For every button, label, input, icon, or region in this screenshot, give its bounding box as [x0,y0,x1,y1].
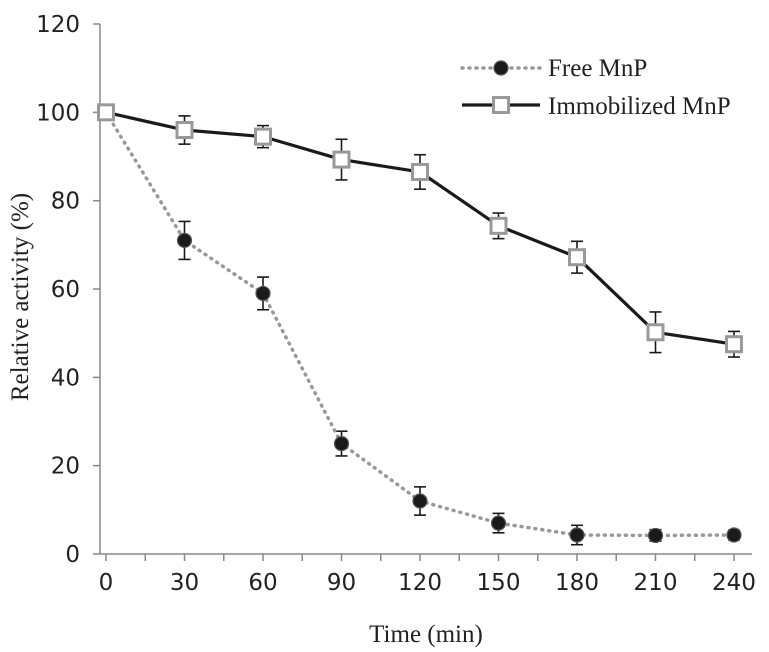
x-ticks: 0 30 60 90 120 150 180 210 240 [99,554,756,596]
x-tick-label: 90 [327,570,356,596]
y-ticks: 0 20 40 60 80 100 120 [36,12,100,568]
x-tick-label: 0 [99,570,114,596]
y-tick-label: 40 [51,365,80,391]
y-tick-label: 120 [36,12,80,38]
series-immobilized-mnp [97,103,743,358]
x-tick-label: 180 [555,570,599,596]
data-point-free-mnp [726,527,742,543]
legend-item-free-mnp: Free MnP [460,55,647,82]
legend-marker-immobilized-mnp [492,96,510,114]
series-free-mnp [98,104,742,546]
data-point-free-mnp [569,527,585,543]
series-line-immobilized-mnp [105,110,735,346]
y-tick-label: 80 [51,189,80,215]
data-point-free-mnp [647,527,664,544]
x-tick-label: 30 [170,570,199,596]
data-point-immobilized-mnp [568,248,586,267]
x-tick-label: 120 [398,570,442,596]
data-point-free-mnp [333,435,350,452]
legend-label-free-mnp: Free MnP [548,55,647,82]
data-point-immobilized-mnp [332,150,351,169]
y-tick-label: 0 [65,542,80,568]
data-point-free-mnp [176,232,193,249]
data-point-immobilized-mnp [725,335,743,354]
y-tick-label: 60 [51,277,80,303]
data-point-free-mnp [255,285,271,302]
x-tick-label: 210 [634,570,678,596]
data-point-free-mnp [412,493,428,509]
data-point-immobilized-mnp [175,121,194,139]
legend-item-immobilized-mnp: Immobilized MnP [462,93,731,120]
x-axis-title: Time (min) [369,621,483,648]
axes: 0 20 40 60 80 100 120 0 30 60 90 120 150 180 210 240 [36,12,756,596]
data-point-immobilized-mnp [97,103,115,122]
data-point-immobilized-mnp [411,162,429,181]
data-point-immobilized-mnp [646,323,665,342]
legend: Free MnP Immobilized MnP [460,55,731,120]
y-tick-label: 20 [51,454,80,480]
x-tick-label: 240 [712,570,756,596]
y-axis-title: Relative activity (%) [7,193,34,401]
series-layer [97,103,743,546]
data-point-free-mnp [490,515,507,531]
data-point-immobilized-mnp [254,127,272,146]
legend-label-immobilized-mnp: Immobilized MnP [548,93,731,120]
y-tick-label: 100 [36,100,80,126]
x-tick-label: 150 [477,570,521,596]
data-point-immobilized-mnp [489,216,508,235]
legend-marker-free-mnp [493,60,509,76]
x-tick-label: 60 [248,570,277,596]
